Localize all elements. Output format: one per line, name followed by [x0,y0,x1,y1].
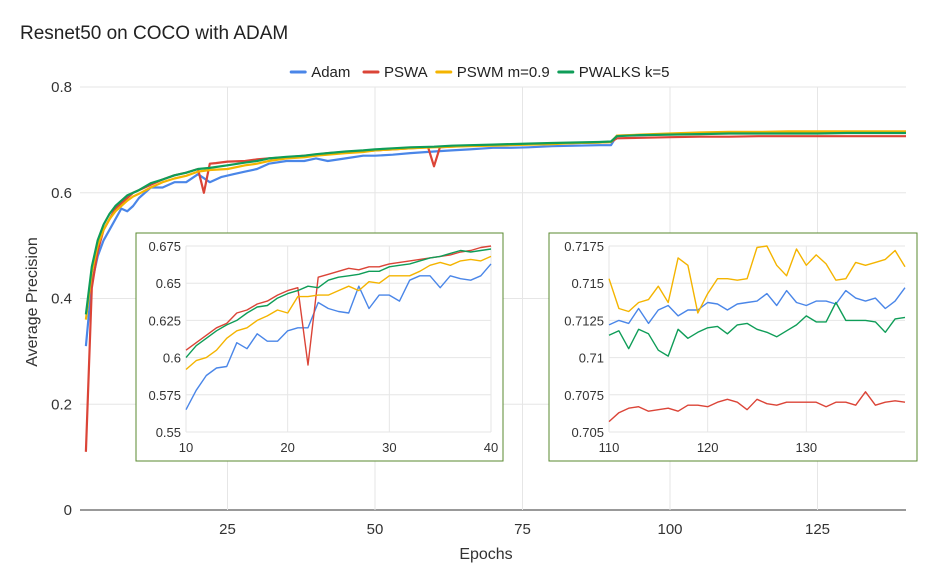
main-y-tick-label: 0.2 [51,396,72,413]
x-axis-label: Epochs [459,546,512,563]
inset-0-series-pwalks-k-5 [185,248,492,359]
inset-1-x-tick-label: 120 [697,440,719,455]
inset-1-series-pswm-m-0-9 [608,245,906,314]
main-series-pwalks-k-5 [84,131,906,315]
main-y-tick-label: 0.6 [51,185,72,202]
inset-0-series-pswm-m-0-9 [185,255,492,371]
inset-0-y-tick-label: 0.675 [148,239,181,254]
inset-0-series-adam [185,263,492,411]
inset-left: 0.55 0.575 0.6 0.625 0.65 0.675 10 20 30 40 [135,232,504,462]
main-x-tick-label: 75 [514,521,531,538]
inset-0-x-tick-label: 10 [179,440,193,455]
main-x-tick-label: 125 [805,521,830,538]
inset-0-frame [135,232,504,462]
inset-0-y-tick-label: 0.65 [156,276,181,291]
inset-1-y-tick-label: 0.715 [571,276,604,291]
inset-0-y-tick-label: 0.6 [163,351,181,366]
main-y-tick-label: 0 [64,502,72,519]
main-y-tick-label: 0.8 [51,79,72,96]
legend-label-pswa: PSWA [384,64,428,81]
main-y-tick-label: 0.4 [51,291,72,308]
inset-0-y-tick-label: 0.625 [148,313,181,328]
legend-label-pswm-m-0-9: PSWM m=0.9 [457,64,550,81]
inset-0-y-tick-label: 0.575 [148,388,181,403]
inset-1-series-adam [608,287,906,326]
inset-right: 0.705 0.7075 0.71 0.7125 0.715 0.7175 110 120 13… [548,232,918,462]
inset-1-series-pwalks-k-5 [608,301,906,357]
inset-1-x-tick-label: 110 [599,440,620,455]
inset-1-y-tick-label: 0.7175 [564,239,604,254]
inset-0-x-tick-label: 20 [280,440,294,455]
inset-1-frame [548,232,918,462]
main-x-tick-label: 50 [367,521,384,538]
legend: Adam PSWA PSWM m=0.9 PWALKS k=5 [289,64,670,81]
inset-0-x-tick-label: 30 [382,440,396,455]
legend-label-pwalks-k-5: PWALKS k=5 [579,64,670,81]
inset-0-x-tick-label: 40 [484,440,498,455]
inset-1-y-tick-label: 0.7075 [564,388,604,403]
main-x-tick-label: 100 [657,521,682,538]
legend-label-adam: Adam [311,64,350,81]
main-x-tick-label: 25 [219,521,236,538]
inset-1-y-tick-label: 0.71 [579,351,604,366]
inset-1-series-pswa [608,391,906,423]
inset-1-y-tick-label: 0.705 [571,425,604,440]
y-axis-label: Average Precision [24,237,41,367]
inset-1-x-tick-label: 130 [795,440,817,455]
inset-0-y-tick-label: 0.55 [156,425,181,440]
chart-title: Resnet50 on COCO with ADAM [20,23,288,44]
inset-1-y-tick-label: 0.7125 [564,313,604,328]
